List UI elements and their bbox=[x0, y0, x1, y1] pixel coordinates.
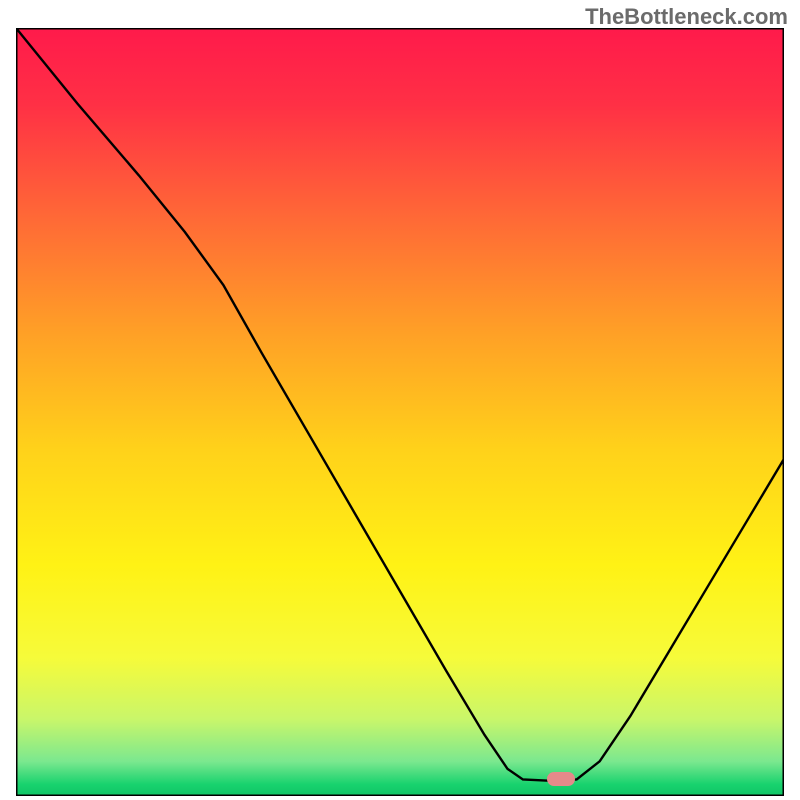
chart-container: TheBottleneck.com bbox=[0, 0, 800, 800]
optimal-marker bbox=[547, 772, 575, 786]
curve-layer bbox=[16, 28, 784, 784]
watermark-text: TheBottleneck.com bbox=[585, 4, 788, 30]
bottleneck-curve bbox=[16, 28, 784, 781]
plot-area bbox=[16, 28, 784, 784]
